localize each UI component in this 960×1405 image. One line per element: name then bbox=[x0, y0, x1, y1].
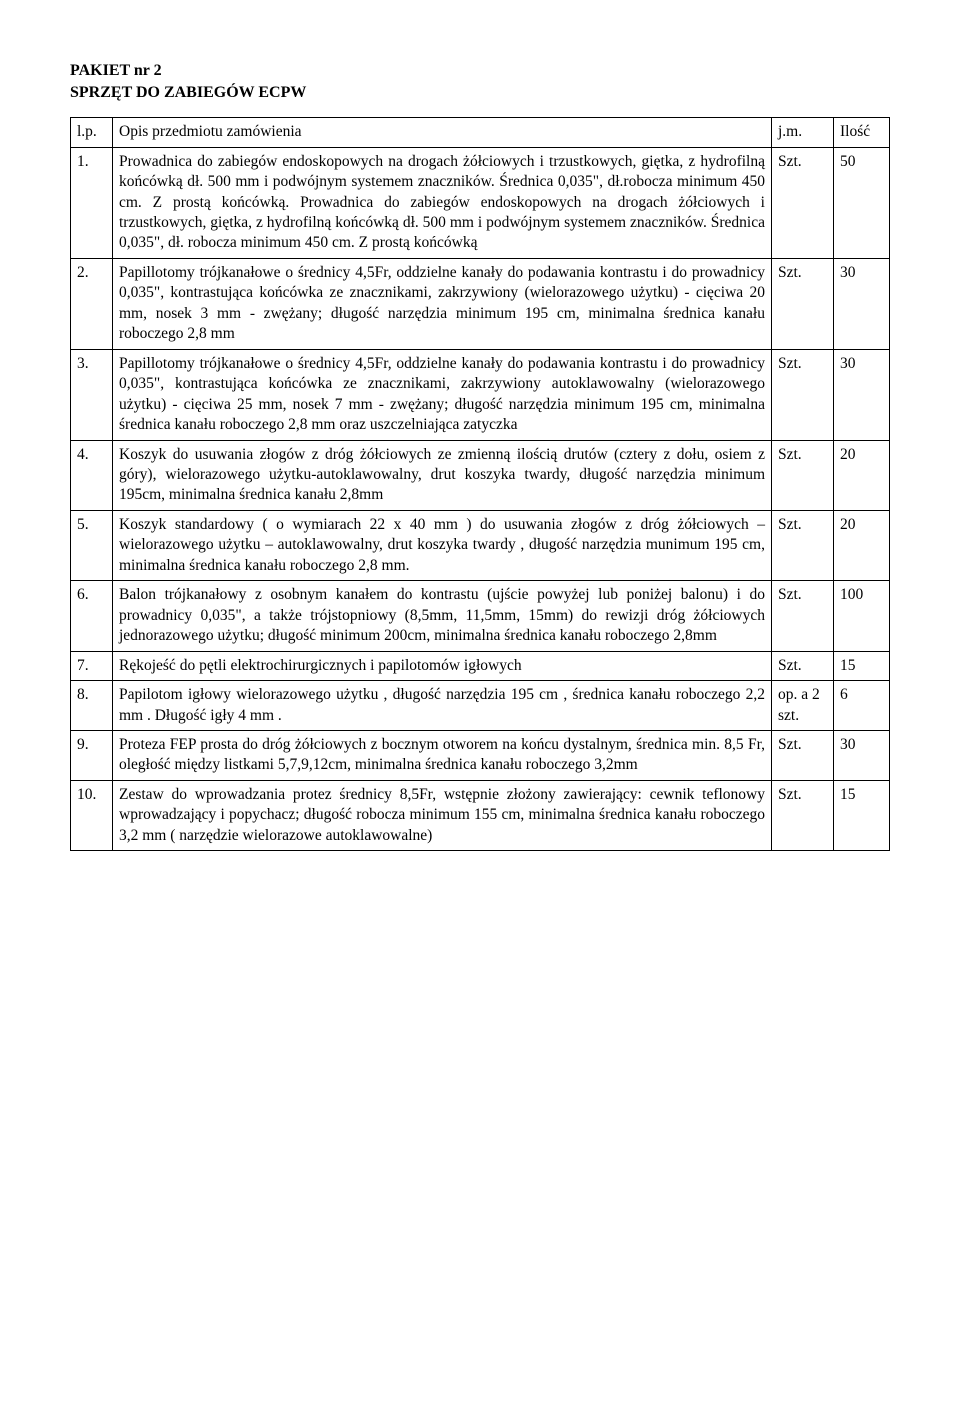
cell-qty: 6 bbox=[834, 681, 890, 731]
col-header-qty: Ilość bbox=[834, 118, 890, 147]
table-row: 9.Proteza FEP prosta do dróg żółciowych … bbox=[71, 730, 890, 780]
cell-desc: Proteza FEP prosta do dróg żółciowych z … bbox=[113, 730, 772, 780]
cell-unit: Szt. bbox=[772, 780, 834, 850]
cell-unit: Szt. bbox=[772, 510, 834, 580]
cell-unit: Szt. bbox=[772, 147, 834, 258]
cell-desc: Balon trójkanałowy z osobnym kanałem do … bbox=[113, 581, 772, 651]
cell-lp: 7. bbox=[71, 651, 113, 680]
table-row: 7.Rękojeść do pętli elektrochirurgicznyc… bbox=[71, 651, 890, 680]
table-row: 4.Koszyk do usuwania złogów z dróg żółci… bbox=[71, 440, 890, 510]
cell-qty: 30 bbox=[834, 349, 890, 440]
cell-lp: 9. bbox=[71, 730, 113, 780]
table-row: 5.Koszyk standardowy ( o wymiarach 22 x … bbox=[71, 510, 890, 580]
table-row: 10.Zestaw do wprowadzania protez średnic… bbox=[71, 780, 890, 850]
col-header-unit: j.m. bbox=[772, 118, 834, 147]
table-row: 1.Prowadnica do zabiegów endoskopowych n… bbox=[71, 147, 890, 258]
col-header-lp: l.p. bbox=[71, 118, 113, 147]
cell-lp: 5. bbox=[71, 510, 113, 580]
cell-qty: 20 bbox=[834, 440, 890, 510]
header-line-2: SPRZĘT DO ZABIEGÓW ECPW bbox=[70, 82, 890, 104]
cell-desc: Papillotomy trójkanałowe o średnicy 4,5F… bbox=[113, 349, 772, 440]
table-row: 3.Papillotomy trójkanałowe o średnicy 4,… bbox=[71, 349, 890, 440]
cell-desc: Papilotom igłowy wielorazowego użytku , … bbox=[113, 681, 772, 731]
cell-unit: Szt. bbox=[772, 440, 834, 510]
table-header-row: l.p. Opis przedmiotu zamówienia j.m. Ilo… bbox=[71, 118, 890, 147]
cell-desc: Rękojeść do pętli elektrochirurgicznych … bbox=[113, 651, 772, 680]
table-row: 6.Balon trójkanałowy z osobnym kanałem d… bbox=[71, 581, 890, 651]
spec-table: l.p. Opis przedmiotu zamówienia j.m. Ilo… bbox=[70, 117, 890, 851]
cell-desc: Koszyk do usuwania złogów z dróg żółciow… bbox=[113, 440, 772, 510]
table-row: 8.Papilotom igłowy wielorazowego użytku … bbox=[71, 681, 890, 731]
table-row: 2.Papillotomy trójkanałowe o średnicy 4,… bbox=[71, 258, 890, 349]
cell-desc: Zestaw do wprowadzania protez średnicy 8… bbox=[113, 780, 772, 850]
cell-lp: 8. bbox=[71, 681, 113, 731]
col-header-desc: Opis przedmiotu zamówienia bbox=[113, 118, 772, 147]
cell-qty: 15 bbox=[834, 780, 890, 850]
cell-qty: 50 bbox=[834, 147, 890, 258]
header-line-1: PAKIET nr 2 bbox=[70, 60, 890, 82]
cell-qty: 30 bbox=[834, 730, 890, 780]
cell-unit: Szt. bbox=[772, 349, 834, 440]
cell-unit: Szt. bbox=[772, 258, 834, 349]
cell-unit: op. a 2 szt. bbox=[772, 681, 834, 731]
cell-lp: 6. bbox=[71, 581, 113, 651]
cell-desc: Koszyk standardowy ( o wymiarach 22 x 40… bbox=[113, 510, 772, 580]
cell-qty: 30 bbox=[834, 258, 890, 349]
cell-qty: 100 bbox=[834, 581, 890, 651]
cell-unit: Szt. bbox=[772, 581, 834, 651]
cell-lp: 10. bbox=[71, 780, 113, 850]
cell-lp: 3. bbox=[71, 349, 113, 440]
cell-qty: 15 bbox=[834, 651, 890, 680]
cell-lp: 1. bbox=[71, 147, 113, 258]
cell-lp: 2. bbox=[71, 258, 113, 349]
cell-desc: Papillotomy trójkanałowe o średnicy 4,5F… bbox=[113, 258, 772, 349]
cell-unit: Szt. bbox=[772, 651, 834, 680]
cell-unit: Szt. bbox=[772, 730, 834, 780]
document-header: PAKIET nr 2 SPRZĘT DO ZABIEGÓW ECPW bbox=[70, 60, 890, 103]
cell-desc: Prowadnica do zabiegów endoskopowych na … bbox=[113, 147, 772, 258]
cell-qty: 20 bbox=[834, 510, 890, 580]
cell-lp: 4. bbox=[71, 440, 113, 510]
